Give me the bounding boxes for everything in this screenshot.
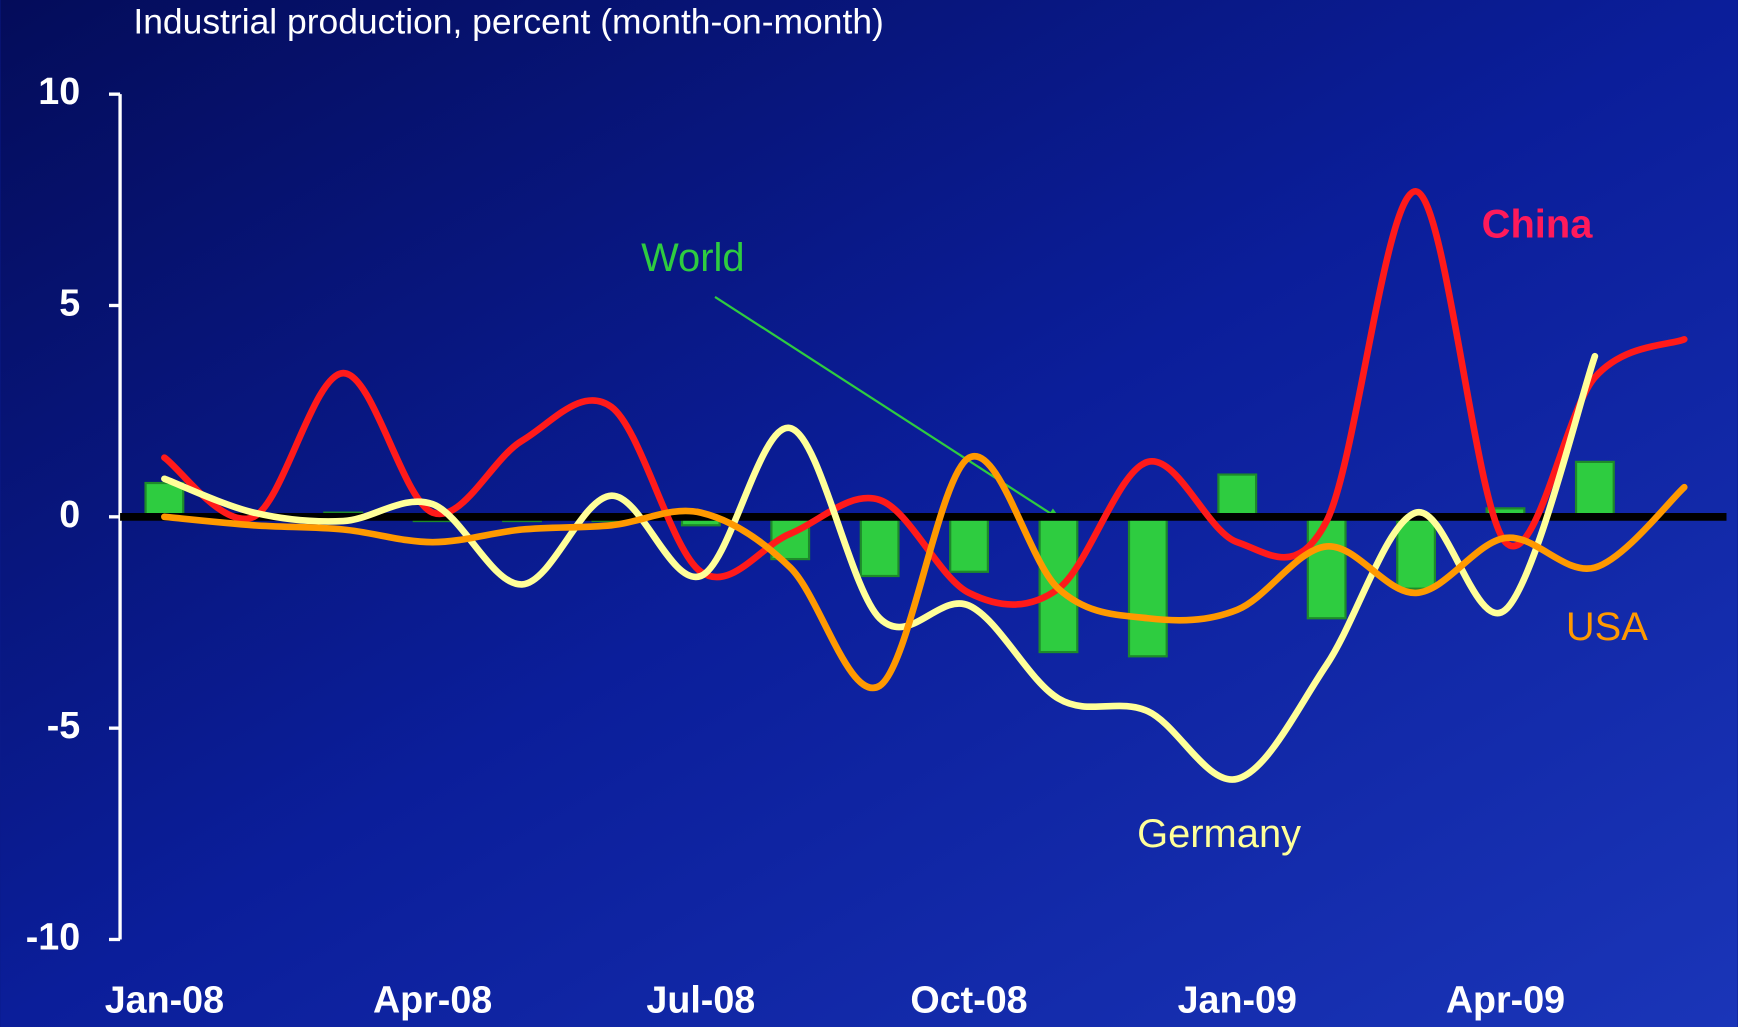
y-tick-label: 10 [38,70,80,112]
x-tick-label: Jul-08 [646,979,755,1021]
series-label: World [641,236,744,280]
x-tick-label: Apr-08 [373,979,492,1021]
y-tick-label: -5 [47,704,80,746]
y-tick-label: 0 [59,493,80,535]
x-tick-label: Apr-09 [1446,979,1565,1021]
y-tick-label: 5 [59,281,80,323]
bar [1306,515,1347,620]
series-label: China [1482,203,1594,247]
bar [1396,515,1437,590]
x-tick-label: Jan-08 [105,979,224,1021]
bar [144,481,185,518]
series-label: USA [1566,605,1648,649]
bar [1217,473,1258,518]
line-series [161,352,1599,783]
bar [1574,460,1615,518]
x-tick-label: Oct-08 [910,979,1027,1021]
chart-title: Industrial production, percent (month-on… [133,2,883,42]
line-series [161,188,1688,608]
bar [859,515,900,578]
bar [1127,515,1168,658]
bar [949,515,989,573]
series-label: Germany [1137,812,1301,856]
x-tick-label: Jan-09 [1178,979,1297,1021]
line-series [161,452,1688,692]
y-tick-label: -10 [26,915,80,957]
